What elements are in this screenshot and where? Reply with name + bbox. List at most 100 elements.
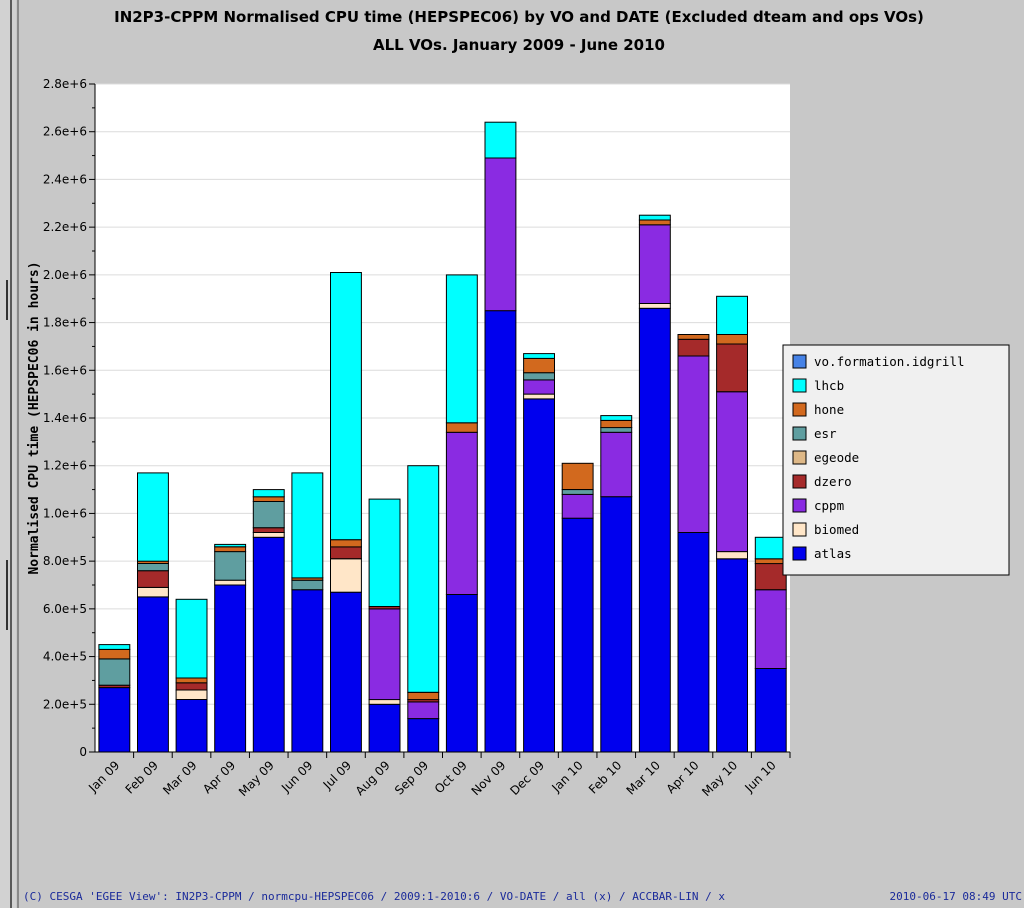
legend-swatch-vo.formation.idgrill — [792, 354, 807, 369]
legend-swatch-biomed — [792, 522, 807, 537]
bar-segment-esr — [214, 551, 247, 581]
bar-segment-cppm — [561, 493, 594, 519]
bar-segment-biomed — [330, 558, 362, 593]
y-tick-label: 1.8e+6 — [43, 316, 87, 330]
bar-segment-lhcb — [523, 353, 556, 359]
footer-credits: (C) CESGA 'EGEE View': IN2P3-CPPM / norm… — [23, 890, 725, 903]
y-axis-label: Normalised CPU time (HEPSPEC06 in hours) — [27, 261, 42, 574]
x-tick-label: Apr 10 — [664, 758, 702, 796]
legend-label-atlas: atlas — [814, 546, 852, 561]
y-tick-label: 2.6e+6 — [43, 125, 87, 139]
bar-segment-cppm — [677, 355, 710, 533]
bar-segment-atlas — [214, 584, 247, 753]
x-tick-label: May 10 — [699, 758, 740, 799]
bar-segment-lhcb — [252, 489, 285, 498]
bar-segment-lhcb — [137, 472, 169, 562]
bar-segment-hone — [445, 422, 478, 433]
bar-segment-cppm — [523, 379, 556, 395]
bar-segment-lhcb — [716, 295, 748, 335]
x-tick-label: Jun 09 — [278, 758, 315, 795]
y-tick-label: 8.0e+5 — [43, 554, 87, 568]
bar-segment-dzero — [137, 570, 169, 588]
bar-segment-esr — [291, 579, 324, 591]
bar-segment-hone — [407, 691, 440, 701]
bar-segment-cppm — [484, 157, 517, 312]
bar-segment-cppm — [754, 589, 787, 669]
x-tick-label: Jun 10 — [741, 758, 778, 795]
bar-segment-cppm — [368, 608, 401, 701]
bar-segment-atlas — [407, 718, 440, 753]
bar-segment-esr — [98, 658, 131, 686]
y-tick-label: 1.2e+6 — [43, 459, 87, 473]
bar-segment-hone — [754, 558, 787, 565]
bar-segment-atlas — [716, 558, 748, 753]
bar-segment-esr — [561, 489, 594, 495]
bar-segment-lhcb — [638, 214, 671, 221]
bar-segment-biomed — [368, 699, 401, 705]
bar-segment-hone — [600, 419, 633, 429]
bar-segment-cppm — [407, 701, 440, 720]
bar-segment-dzero — [677, 338, 710, 357]
bar-segment-atlas — [252, 536, 285, 753]
bar-segment-cppm — [638, 224, 671, 304]
bar-segment-atlas — [330, 591, 362, 753]
footer-timestamp: 2010-06-17 08:49 UTC — [890, 890, 1022, 903]
x-tick-label: Dec 09 — [507, 758, 547, 798]
bar-segment-atlas — [523, 398, 556, 753]
bar-segment-hone — [252, 496, 285, 503]
bar-segment-lhcb — [754, 536, 787, 560]
legend-swatch-lhcb — [792, 378, 807, 393]
bar-segment-hone — [330, 539, 362, 548]
bar-segment-lhcb — [407, 465, 440, 693]
chart-subtitle: ALL VOs. January 2009 - June 2010 — [373, 36, 665, 54]
bar-segment-biomed — [638, 303, 671, 309]
bar-segment-dzero — [754, 563, 787, 591]
legend-label-cppm: cppm — [814, 498, 844, 513]
y-tick-label: 1.0e+6 — [43, 506, 87, 520]
x-tick-label: Mar 10 — [624, 758, 663, 797]
x-tick-label: Mar 09 — [160, 758, 199, 797]
bar-segment-biomed — [214, 579, 247, 586]
legend-label-esr: esr — [814, 426, 837, 441]
legend-swatch-dzero — [792, 474, 807, 489]
bar-segment-lhcb — [445, 274, 478, 424]
legend-swatch-egeode — [792, 450, 807, 465]
bar-segment-biomed — [137, 586, 169, 598]
bar-segment-hone — [214, 546, 247, 553]
bar-segment-atlas — [754, 668, 787, 753]
legend-label-egeode: egeode — [814, 450, 859, 465]
bar-segment-atlas — [175, 699, 208, 753]
y-tick-label: 2.4e+6 — [43, 172, 87, 186]
bar-segment-esr — [137, 563, 169, 572]
y-tick-label: 4.0e+5 — [43, 650, 87, 664]
x-tick-label: Aug 09 — [353, 758, 393, 798]
y-tick-label: 1.6e+6 — [43, 363, 87, 377]
x-tick-label: Jan 10 — [549, 758, 586, 795]
legend-swatch-esr — [792, 426, 807, 441]
frame-edge — [10, 0, 12, 908]
legend-label-hone: hone — [814, 402, 844, 417]
bar-segment-esr — [600, 427, 633, 433]
bar-segment-dzero — [716, 343, 748, 393]
bar-segment-atlas — [638, 307, 671, 753]
bar-segment-cppm — [716, 391, 748, 553]
y-tick-label: 6.0e+5 — [43, 602, 87, 616]
bar-segment-atlas — [484, 310, 517, 753]
bar-segment-atlas — [561, 517, 594, 753]
bar-segment-dzero — [330, 546, 362, 560]
bar-segment-dzero — [175, 682, 208, 691]
bar-segment-lhcb — [330, 272, 362, 541]
bar-segment-atlas — [445, 594, 478, 753]
bar-segment-cppm — [445, 431, 478, 595]
bar-segment-biomed — [175, 689, 208, 700]
chart-panel: IN2P3-CPPM Normalised CPU time (HEPSPEC0… — [17, 0, 1024, 908]
bar-segment-hone — [677, 334, 710, 340]
bar-segment-atlas — [368, 703, 401, 753]
y-tick-label: 2.0e+5 — [43, 697, 87, 711]
y-tick-label: 0 — [79, 745, 87, 759]
bar-segment-esr — [523, 372, 556, 381]
bar-segment-esr — [252, 501, 285, 529]
frame-mark — [6, 280, 8, 320]
x-tick-label: Feb 09 — [123, 758, 161, 796]
bar-segment-cppm — [600, 431, 633, 498]
